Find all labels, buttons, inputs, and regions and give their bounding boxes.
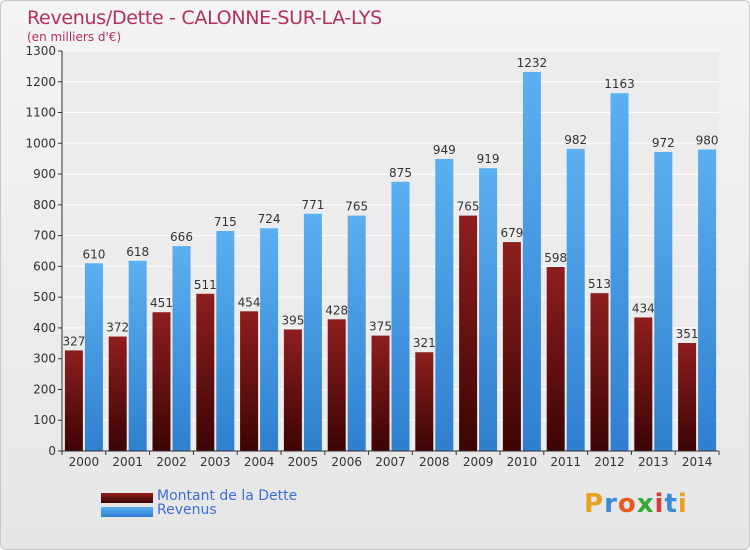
bar-revenus [566, 148, 585, 451]
y-tick-label: 100 [33, 413, 56, 427]
x-tick-label: 2003 [200, 455, 231, 469]
data-label-revenus: 771 [301, 198, 324, 212]
data-label-revenus: 715 [214, 215, 237, 229]
data-label-revenus: 1232 [517, 56, 548, 70]
x-tick-label: 2001 [112, 455, 143, 469]
chart-title: Revenus/Dette - CALONNE-SUR-LA-LYS [27, 7, 382, 29]
data-label-revenus: 875 [389, 166, 412, 180]
bar-revenus [216, 231, 235, 451]
bar-debt [546, 267, 565, 451]
y-tick-label: 400 [33, 321, 56, 335]
data-label-revenus: 724 [258, 212, 281, 226]
y-tick-label: 200 [33, 382, 56, 396]
bar-debt [634, 317, 653, 451]
proxiti-logo: Proxiti [584, 489, 688, 519]
bar-revenus [654, 151, 673, 451]
data-label-revenus: 980 [696, 133, 719, 147]
data-label-revenus: 972 [652, 136, 675, 150]
data-label-debt: 375 [369, 320, 392, 334]
data-label-debt: 372 [106, 321, 129, 335]
data-label-debt: 351 [676, 327, 699, 341]
x-tick-label: 2010 [507, 455, 538, 469]
data-label-debt: 679 [500, 226, 523, 240]
data-label-debt: 428 [325, 303, 348, 317]
bar-revenus [303, 213, 322, 451]
bar-revenus [260, 228, 279, 451]
data-label-debt: 598 [544, 251, 567, 265]
y-tick-label: 800 [33, 198, 56, 212]
data-label-debt: 765 [457, 200, 480, 214]
bar-debt [64, 350, 83, 451]
bar-revenus [610, 93, 629, 452]
bar-debt [108, 336, 127, 451]
x-tick-label: 2013 [638, 455, 669, 469]
x-tick-label: 2007 [375, 455, 406, 469]
x-tick-label: 2011 [550, 455, 581, 469]
x-tick-label: 2000 [69, 455, 100, 469]
y-tick-label: 0 [48, 444, 56, 458]
y-tick-label: 600 [33, 259, 56, 273]
bar-debt [678, 343, 697, 451]
legend-label-revenus: Revenus [157, 502, 217, 518]
bar-revenus [84, 263, 103, 451]
data-label-revenus: 949 [433, 143, 456, 157]
x-tick-label: 2009 [463, 455, 494, 469]
y-tick-label: 1000 [25, 136, 56, 150]
x-tick-label: 2002 [156, 455, 187, 469]
bar-revenus [128, 260, 147, 451]
y-tick-label: 700 [33, 229, 56, 243]
data-label-debt: 511 [194, 278, 217, 292]
data-label-revenus: 1163 [604, 77, 635, 91]
bar-revenus [391, 181, 410, 451]
x-tick-label: 2004 [244, 455, 275, 469]
data-label-debt: 395 [281, 313, 304, 327]
data-label-debt: 451 [150, 296, 173, 310]
data-label-debt: 454 [238, 295, 261, 309]
bar-debt [502, 242, 521, 451]
bar-debt [371, 335, 390, 451]
legend-swatch-debt [101, 493, 153, 503]
bar-debt [459, 215, 478, 451]
x-tick-label: 2008 [419, 455, 450, 469]
bar-debt [152, 312, 171, 451]
bar-revenus [479, 168, 498, 451]
data-label-debt: 321 [413, 336, 436, 350]
bar-revenus [698, 149, 717, 451]
legend-label-debt: Montant de la Dette [157, 488, 298, 504]
plot-area [62, 51, 719, 451]
x-tick-label: 2012 [594, 455, 625, 469]
bar-debt [590, 293, 609, 451]
data-label-debt: 513 [588, 277, 611, 291]
y-tick-label: 1100 [25, 106, 56, 120]
y-tick-label: 1300 [25, 44, 56, 58]
bar-debt [196, 293, 215, 451]
data-label-revenus: 618 [126, 245, 149, 259]
x-tick-label: 2014 [682, 455, 713, 469]
data-label-revenus: 982 [564, 133, 587, 147]
data-label-revenus: 765 [345, 200, 368, 214]
y-tick-label: 300 [33, 352, 56, 366]
y-tick-label: 500 [33, 290, 56, 304]
data-label-revenus: 919 [477, 152, 500, 166]
bar-revenus [347, 215, 366, 451]
data-label-revenus: 666 [170, 230, 193, 244]
data-label-revenus: 610 [82, 247, 105, 261]
bar-debt [415, 352, 434, 451]
bar-revenus [172, 246, 191, 451]
legend-swatch-revenus [101, 507, 153, 517]
y-tick-label: 1200 [25, 75, 56, 89]
data-label-debt: 434 [632, 301, 655, 315]
bar-revenus [435, 159, 454, 451]
bar-debt [283, 329, 302, 451]
x-tick-label: 2006 [331, 455, 362, 469]
y-tick-label: 900 [33, 167, 56, 181]
bar-debt [240, 311, 259, 451]
data-label-debt: 327 [62, 334, 85, 348]
x-tick-label: 2005 [288, 455, 319, 469]
chart-subtitle: (en milliers d'€) [27, 30, 122, 44]
bar-revenus [522, 71, 541, 451]
bar-debt [327, 319, 346, 451]
